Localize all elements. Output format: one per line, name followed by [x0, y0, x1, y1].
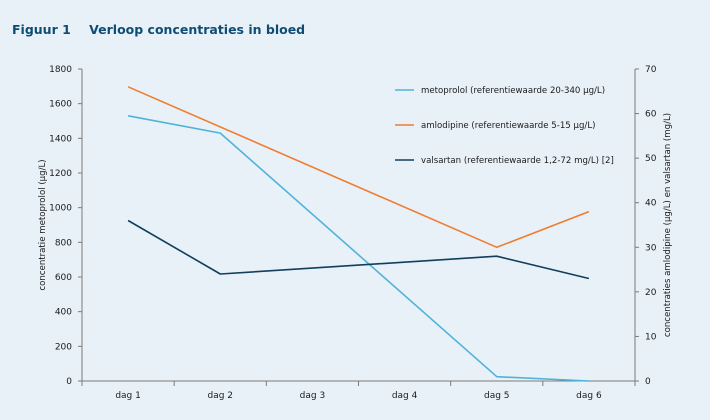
figure-title: Verloop concentraties in bloed: [89, 22, 306, 37]
figure-number: Figuur 1: [12, 22, 71, 37]
x-tick-label: dag 3: [300, 391, 326, 401]
y-left-tick-label: 0: [66, 377, 72, 387]
y-right-tick-label: 50: [645, 154, 657, 164]
chart-series: [127, 86, 590, 382]
legend-label-1: metoprolol (referentiewaarde 20-340 µg/L…: [421, 86, 605, 96]
x-tick-label: dag 2: [207, 391, 233, 401]
x-tick-label: dag 6: [576, 391, 602, 401]
y-right-tick-label: 10: [645, 332, 657, 342]
y-right-tick-label: 60: [645, 110, 657, 120]
figure-heading: Figuur 1 Verloop concentraties in bloed: [12, 22, 305, 37]
y-left-tick-label: 1800: [49, 65, 72, 75]
x-tick-label: dag 5: [484, 391, 510, 401]
y-left-tick-label: 400: [55, 308, 72, 318]
series-line-2: [127, 86, 590, 249]
y-right-tick-label: 30: [645, 243, 657, 253]
y-right-tick-label: 20: [645, 288, 657, 298]
legend-label-2: amlodipine (referentiewaarde 5-15 µg/L): [421, 121, 595, 131]
y-left-tick-label: 800: [55, 238, 72, 248]
y-axis-left-label: concentratie metoprolol (µg/L): [38, 159, 48, 290]
y-left-tick-label: 200: [55, 342, 72, 352]
y-left-tick-label: 600: [55, 273, 72, 283]
y-left-tick-label: 1600: [49, 100, 72, 110]
y-right-tick-label: 0: [645, 377, 651, 387]
y-left-tick-label: 1200: [49, 169, 72, 179]
y-left-tick-label: 1400: [49, 134, 72, 144]
x-tick-label: dag 1: [115, 391, 141, 401]
x-tick-label: dag 4: [392, 391, 418, 401]
y-left-tick-label: 1000: [49, 204, 72, 214]
y-axis-right-label: concentraties amlodipine (µg/L) en valsa…: [663, 113, 673, 337]
series-line-1: [127, 115, 589, 382]
chart-legend: metoprolol (referentiewaarde 20-340 µg/L…: [395, 86, 614, 166]
y-right-tick-label: 70: [645, 65, 657, 75]
chart-axes: 0 200 400 600 800 1000 1200 1400 1600 1800 0 10 20 30…: [49, 65, 657, 401]
legend-label-3: valsartan (referentiewaarde 1,2-72 mg/L)…: [421, 156, 614, 166]
y-right-tick-label: 40: [645, 199, 657, 209]
series-line-3: [127, 219, 590, 280]
